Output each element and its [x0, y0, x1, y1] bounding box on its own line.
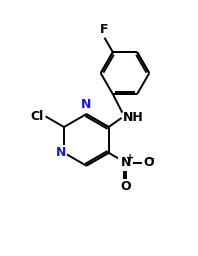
- Text: −: −: [146, 154, 155, 164]
- Text: O: O: [120, 180, 131, 193]
- Text: O: O: [144, 156, 154, 169]
- Text: Cl: Cl: [30, 110, 43, 123]
- Text: N: N: [121, 156, 131, 169]
- Text: N: N: [81, 98, 91, 111]
- Text: N: N: [55, 146, 66, 159]
- Text: NH: NH: [123, 111, 144, 124]
- Text: +: +: [126, 153, 134, 163]
- Text: F: F: [100, 23, 108, 36]
